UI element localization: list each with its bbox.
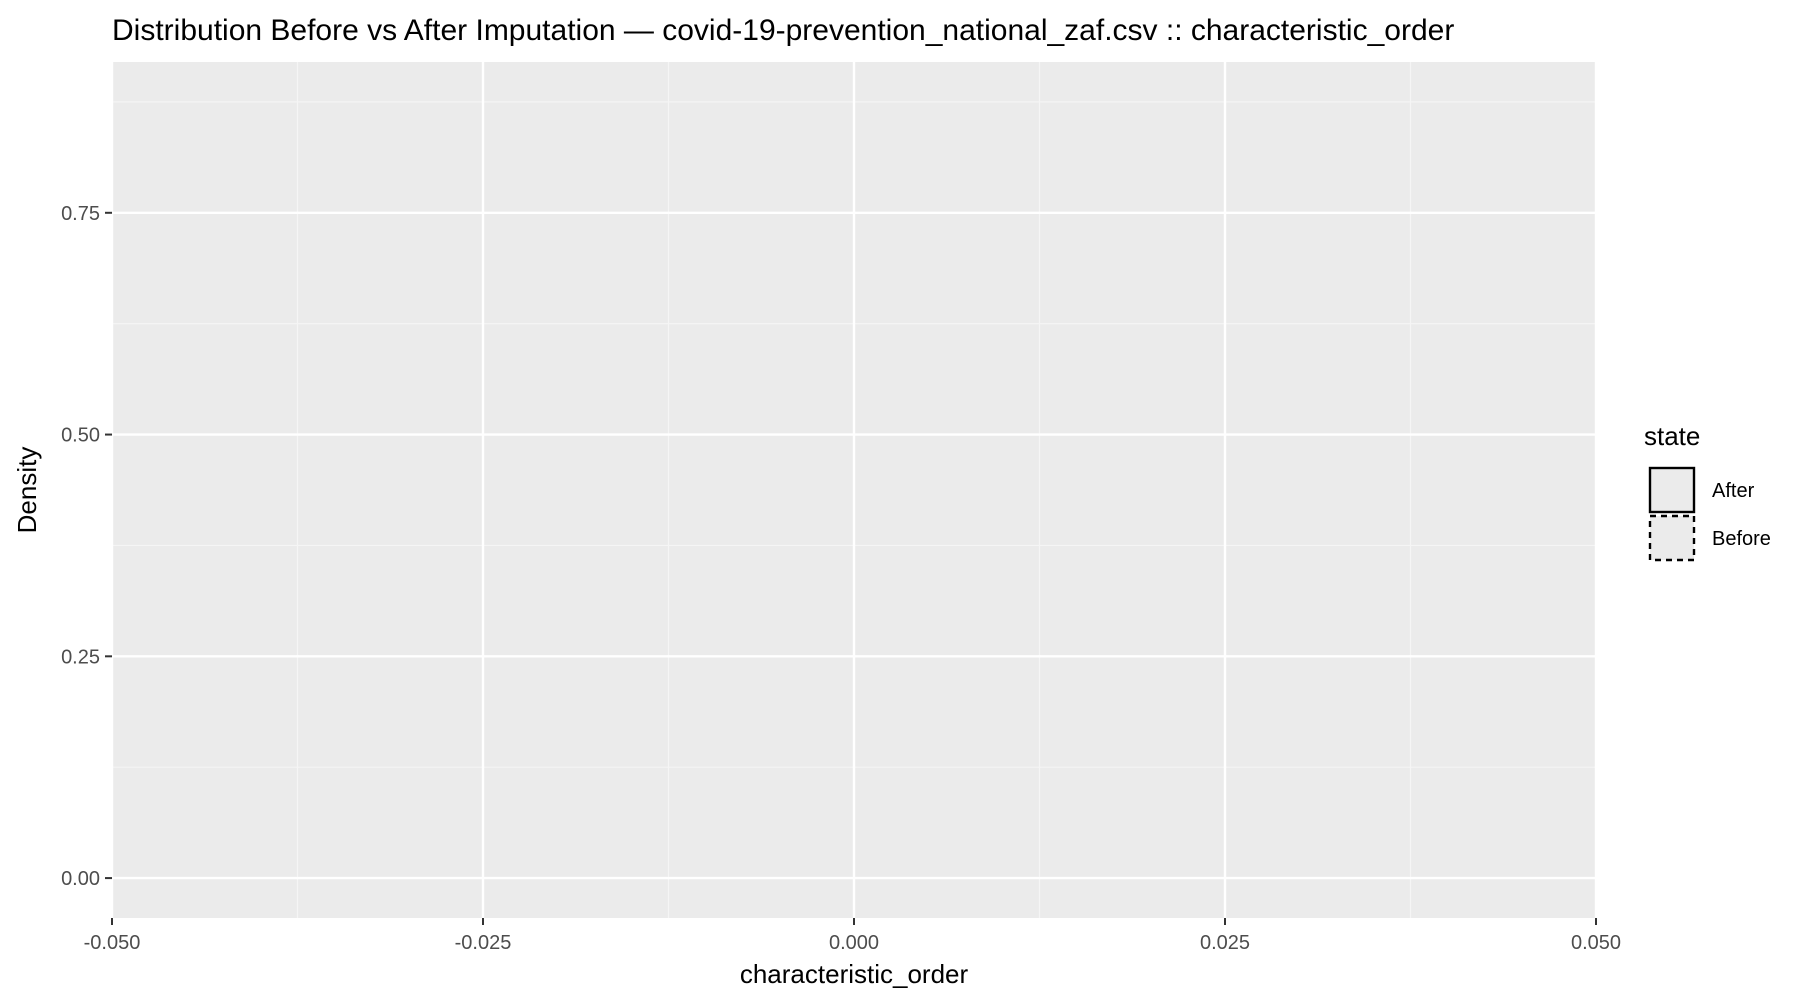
y-tick-label: 0.00 <box>61 868 100 890</box>
chart-title: Distribution Before vs After Imputation … <box>112 14 1454 47</box>
legend: state After Before <box>1644 421 1771 562</box>
legend-items: After Before <box>1648 466 1771 562</box>
x-axis-title: characteristic_order <box>740 959 969 989</box>
legend-key-before <box>1648 514 1696 562</box>
grid-lines <box>110 62 1598 918</box>
x-tick-label: 0.025 <box>1200 932 1250 954</box>
x-tick-label: 0.000 <box>829 932 879 954</box>
legend-key-after <box>1648 466 1696 514</box>
y-axis-title: Density <box>12 447 42 534</box>
legend-title: state <box>1644 421 1700 451</box>
x-axis: -0.050 -0.025 0.000 0.025 0.050 <box>84 918 1621 954</box>
y-tick-label: 0.25 <box>61 646 100 668</box>
legend-label-after: After <box>1712 480 1755 502</box>
y-tick-label: 0.75 <box>61 203 100 225</box>
x-tick-label: -0.050 <box>84 932 141 954</box>
x-tick-label: 0.050 <box>1571 932 1621 954</box>
x-tick-label: -0.025 <box>455 932 512 954</box>
legend-label-before: Before <box>1712 528 1771 550</box>
y-axis: 0.00 0.25 0.50 0.75 <box>61 203 112 890</box>
y-tick-label: 0.50 <box>61 425 100 447</box>
